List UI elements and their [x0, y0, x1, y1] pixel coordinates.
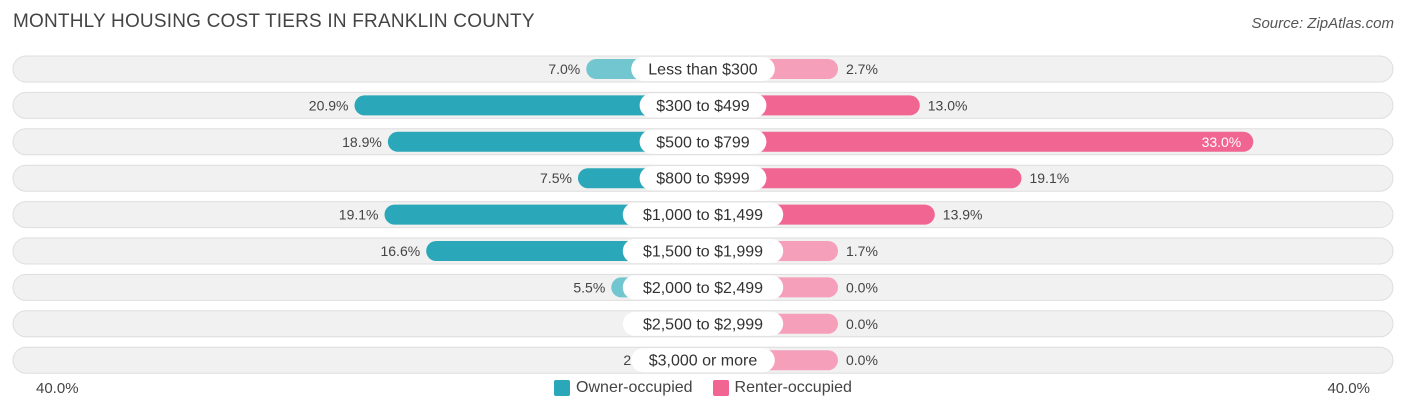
owner-bar[interactable]: [387, 131, 703, 152]
owner-bar[interactable]: [354, 95, 703, 116]
renter-value-label: 1.7%: [846, 243, 878, 259]
category-label: $1,500 to $1,999: [643, 244, 763, 261]
renter-value-label: 13.9%: [943, 207, 983, 223]
category-pill: [639, 93, 767, 118]
renter-value-label: 33.0%: [1202, 134, 1242, 150]
source-label: Source: ZipAtlas.com: [1251, 15, 1394, 32]
category-pill: [631, 57, 775, 81]
owner-value-label: 7.5%: [540, 170, 572, 186]
owner-value-label: 18.9%: [342, 134, 382, 150]
category-label: $300 to $499: [656, 98, 750, 115]
category-label: $2,000 to $2,499: [643, 280, 763, 297]
category-pill: [631, 348, 775, 373]
category-pill: [622, 311, 784, 336]
owner-value-label: 7.0%: [548, 61, 580, 77]
renter-value-label: 19.1%: [1029, 170, 1069, 186]
renter-swatch-icon: [712, 380, 729, 396]
axis-right-label: 40.0%: [1327, 380, 1370, 397]
category-pill: [639, 129, 767, 154]
renter-bar[interactable]: [703, 168, 1022, 189]
owner-value-label: 20.9%: [309, 97, 349, 113]
category-label: $1,000 to $1,499: [643, 207, 763, 224]
category-label: $800 to $999: [656, 171, 750, 188]
category-label: Less than $300: [648, 62, 758, 79]
renter-value-label: 0.0%: [846, 279, 878, 295]
owner-value-label: 5.5%: [573, 279, 605, 295]
renter-value-label: 2.7%: [846, 61, 878, 77]
renter-value-label: 0.0%: [846, 352, 878, 368]
legend: Owner-occupied Renter-occupied: [0, 379, 1406, 397]
axis-left-label: 40.0%: [36, 380, 79, 397]
legend-owner[interactable]: Owner-occupied: [554, 379, 693, 397]
category-pill: [622, 202, 784, 227]
category-label: $3,000 or more: [649, 353, 758, 370]
renter-value-label: 0.0%: [846, 316, 878, 332]
owner-bar[interactable]: [384, 204, 703, 225]
owner-value-label: 16.6%: [380, 243, 420, 259]
legend-owner-label: Owner-occupied: [576, 379, 693, 396]
category-label: $500 to $799: [656, 134, 750, 151]
owner-value-label: 19.1%: [339, 207, 379, 223]
chart-title: MONTHLY HOUSING COST TIERS IN FRANKLIN C…: [13, 11, 535, 32]
renter-bar[interactable]: [703, 131, 1254, 152]
category-label: $2,500 to $2,999: [643, 316, 763, 333]
owner-swatch-icon: [554, 380, 571, 396]
legend-renter-label: Renter-occupied: [734, 379, 852, 396]
category-pill: [639, 166, 767, 191]
legend-renter[interactable]: Renter-occupied: [712, 379, 852, 397]
renter-value-label: 13.0%: [928, 97, 968, 113]
category-pill: [622, 275, 784, 300]
category-pill: [622, 239, 784, 263]
